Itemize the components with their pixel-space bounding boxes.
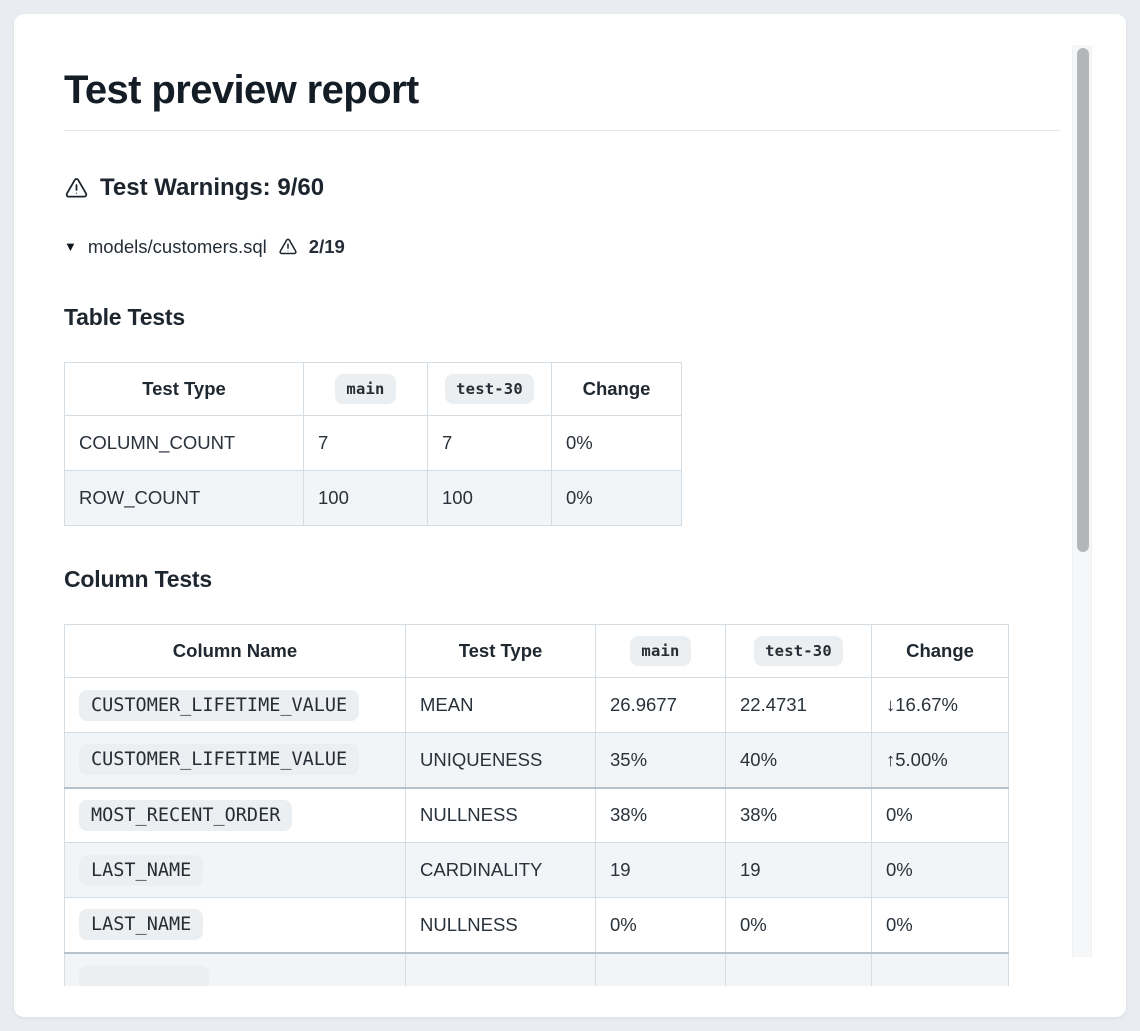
table-tests-table: Test Type main test-30 Change COLUMN_COU… — [64, 362, 682, 526]
branch-badge-test-30: test-30 — [445, 374, 534, 404]
cell-column-name: MOST_RECENT_ORDER — [64, 787, 406, 843]
cell-column-name: LAST_NAME — [64, 842, 406, 898]
branch-badge-main: main — [630, 636, 691, 666]
col-header-main: main — [303, 362, 428, 416]
table-tests-heading: Table Tests — [64, 304, 185, 330]
col-header-column-name: Column Name — [64, 624, 406, 678]
branch-badge-test-30: test-30 — [754, 636, 843, 666]
cell-change: ↑5.00% — [871, 732, 1009, 789]
cell-main: 26.9677 — [595, 677, 726, 733]
cell-test-type: MEAN — [405, 677, 596, 733]
page-title: Test preview report — [64, 68, 419, 112]
table-row: LAST_NAME CARDINALITY 19 19 0% — [64, 842, 1009, 898]
table-row: MOST_RECENT_ORDER NULLNESS 38% 38% 0% — [64, 787, 1009, 843]
cell-main: 7 — [303, 415, 428, 471]
column-name-badge: CUSTOMER_LIFETIME_VALUE — [79, 744, 360, 776]
vertical-scrollbar-track[interactable] — [1072, 45, 1092, 957]
cell-test-30: 19 — [725, 842, 872, 898]
cell-test-30: 22.4731 — [725, 677, 872, 733]
column-name-badge: MOST_RECENT_ORDER — [79, 799, 293, 831]
table-row: CUSTOMER_LIFETIME_VALUE UNIQUENESS 35% 4… — [64, 732, 1009, 789]
cell-main: 38% — [595, 787, 726, 843]
column-name-badge: LAST_NAME — [79, 909, 204, 941]
cell-test-type — [405, 952, 596, 986]
col-header-test-type: Test Type — [64, 362, 304, 416]
table-header-row: Test Type main test-30 Change — [64, 362, 682, 416]
col-header-test-30: test-30 — [725, 624, 872, 678]
cell-main: 19 — [595, 842, 726, 898]
cell-change: 0% — [871, 897, 1009, 954]
cell-test-30 — [725, 952, 872, 986]
col-header-change: Change — [871, 624, 1009, 678]
cell-test-type: NULLNESS — [405, 787, 596, 843]
column-name-badge: CUSTOMER_LIFETIME_VALUE — [79, 689, 360, 721]
table-row-partial — [64, 952, 1009, 986]
column-tests-heading: Column Tests — [64, 566, 212, 592]
col-header-test-30: test-30 — [427, 362, 552, 416]
warning-triangle-icon — [64, 176, 89, 201]
cell-test-30: 0% — [725, 897, 872, 954]
cell-test-type: UNIQUENESS — [405, 732, 596, 789]
file-warning-count: 2/19 — [308, 236, 345, 257]
cell-change: 0% — [871, 842, 1009, 898]
column-name-badge: LAST_NAME — [79, 854, 204, 886]
cell-main: 35% — [595, 732, 726, 789]
cell-test-30: 7 — [427, 415, 552, 471]
column-name-badge — [79, 965, 209, 986]
cell-change — [871, 952, 1009, 986]
test-warnings-heading: Test Warnings: 9/60 — [64, 174, 1072, 202]
cell-change: 0% — [551, 415, 682, 471]
vertical-scrollbar-thumb[interactable] — [1077, 48, 1089, 552]
col-header-change: Change — [551, 362, 682, 416]
cell-test-30: 100 — [427, 470, 552, 526]
report-card: Test preview report Test Warnings: 9/60 … — [14, 14, 1126, 1017]
table-row: LAST_NAME NULLNESS 0% 0% 0% — [64, 897, 1009, 954]
cell-test-type: CARDINALITY — [405, 842, 596, 898]
warning-triangle-icon — [278, 237, 298, 257]
col-header-main: main — [595, 624, 726, 678]
col-header-test-type: Test Type — [405, 624, 596, 678]
cell-change: 0% — [871, 787, 1009, 843]
file-collapsible-row[interactable]: ▼ models/customers.sql 2/19 — [64, 236, 1072, 258]
cell-test-type: COLUMN_COUNT — [64, 415, 304, 471]
branch-badge-main: main — [335, 374, 396, 404]
cell-test-30: 38% — [725, 787, 872, 843]
cell-main — [595, 952, 726, 986]
cell-column-name: LAST_NAME — [64, 897, 406, 954]
report-scroll-viewport[interactable]: Test preview report Test Warnings: 9/60 … — [14, 14, 1072, 986]
cell-change: ↓16.67% — [871, 677, 1009, 733]
file-path: models/customers.sql — [87, 236, 267, 257]
title-divider — [64, 130, 1060, 131]
column-tests-table: Column Name Test Type main test-30 Chang… — [64, 624, 1009, 986]
cell-test-type: ROW_COUNT — [64, 470, 304, 526]
table-row: COLUMN_COUNT 7 7 0% — [64, 415, 682, 471]
table-row: ROW_COUNT 100 100 0% — [64, 470, 682, 526]
cell-column-name — [64, 952, 406, 986]
cell-test-30: 40% — [725, 732, 872, 789]
test-warnings-label: Test Warnings: 9/60 — [100, 174, 325, 201]
cell-column-name: CUSTOMER_LIFETIME_VALUE — [64, 677, 406, 733]
table-header-row: Column Name Test Type main test-30 Chang… — [64, 624, 1009, 678]
caret-down-icon[interactable]: ▼ — [64, 238, 77, 254]
cell-change: 0% — [551, 470, 682, 526]
cell-column-name: CUSTOMER_LIFETIME_VALUE — [64, 732, 406, 789]
table-row: CUSTOMER_LIFETIME_VALUE MEAN 26.9677 22.… — [64, 677, 1009, 733]
cell-main: 0% — [595, 897, 726, 954]
cell-test-type: NULLNESS — [405, 897, 596, 954]
cell-main: 100 — [303, 470, 428, 526]
